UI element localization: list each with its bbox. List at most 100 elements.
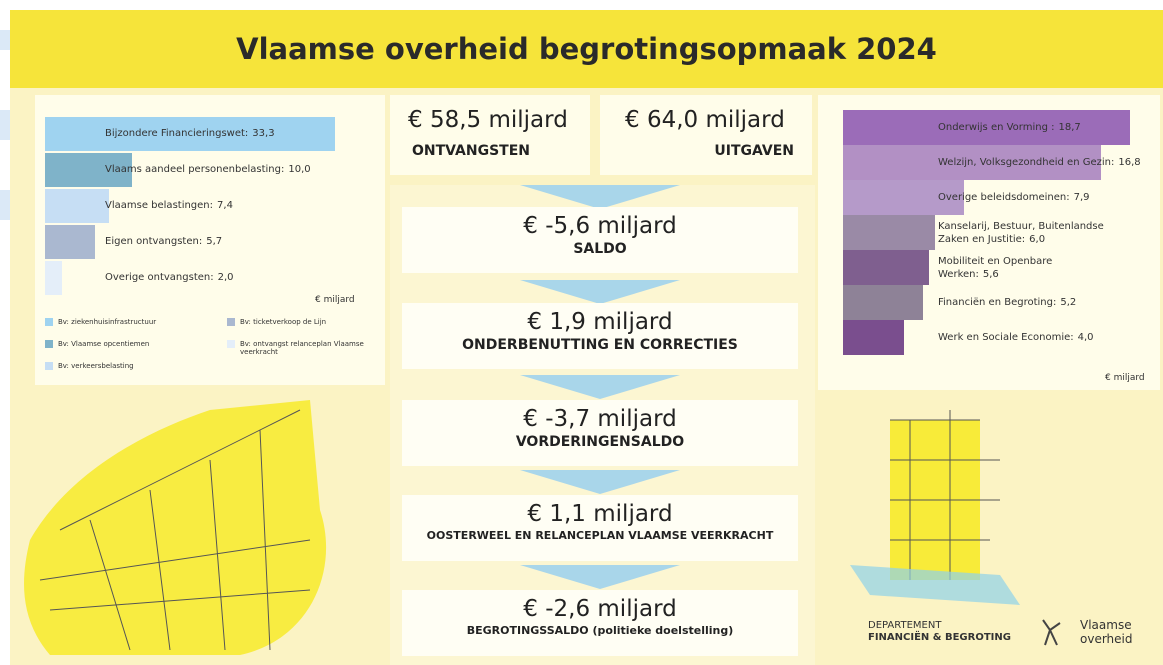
bar-label-text: Vlaamse belastingen: [105, 200, 214, 211]
bar-label: Vlaamse belastingen: 7,4 [105, 189, 233, 223]
flow-box: € -3,7 miljard VORDERINGENSALDO [402, 400, 798, 466]
bar-label-text: Bijzondere Financieringswet: [105, 128, 249, 139]
bar-label: Financiën en Begroting: 5,2 [938, 285, 1113, 320]
bar [843, 145, 1101, 180]
bar-label-text: Overige beleidsdomeinen: [938, 192, 1070, 203]
bar [45, 225, 95, 259]
bar-label: Overige ontvangsten: 2,0 [105, 261, 234, 295]
total-box: € 64,0 miljard UITGAVEN [600, 95, 812, 175]
legend-item: Bv: ziekenhuisinfrastructuur [45, 318, 215, 326]
bar-label-wrap: Onderwijs en Vorming :18,7 [938, 121, 1081, 134]
legend-label: Bv: ziekenhuisinfrastructuur [58, 318, 157, 326]
bar-value: 5,7 [206, 236, 223, 247]
flow-label: ONDERBENUTTING EN CORRECTIES [462, 337, 738, 353]
chevron [520, 565, 680, 589]
chevron [520, 280, 680, 304]
bar-label-wrap: Financiën en Begroting: 5,2 [938, 296, 1076, 309]
department-line: FINANCIËN & BEGROTING [868, 632, 1011, 643]
brand: Vlaamse overheid [1080, 618, 1133, 646]
total-box: € 58,5 miljard ONTVANGSTEN [390, 95, 590, 175]
edge-tab [0, 30, 10, 50]
building-lines [890, 410, 1000, 580]
bar-label-text: Overige ontvangsten: [105, 272, 214, 283]
total-amount: € 64,0 miljard [625, 107, 785, 133]
lion-logo [1042, 619, 1061, 646]
bar-label-text: Eigen ontvangsten: [105, 236, 203, 247]
bar [843, 215, 936, 250]
chevron [520, 185, 680, 209]
legend-label: Bv: ticketverkoop de Lijn [240, 318, 327, 326]
total-label: ONTVANGSTEN [412, 143, 531, 159]
bar-label: Kanselarij, Bestuur, Buitenlandse Zaken … [938, 215, 1113, 250]
bar-label-text: Kanselarij, Bestuur, Buitenlandse Zaken … [938, 220, 1104, 245]
bar [843, 250, 929, 285]
bar-label: Werk en Sociale Economie: 4,0 [938, 320, 1113, 355]
bar-label-wrap: Welzijn, Volksgezondheid en Gezin: 16,8 [938, 156, 1141, 169]
bar [843, 285, 923, 320]
city-blob [24, 400, 327, 655]
bar-label: Vlaams aandeel personenbelasting: 10,0 [105, 153, 311, 187]
flow-amount: € 1,1 miljard [527, 501, 673, 527]
city-lines [39, 409, 311, 651]
flow-amount: € -3,7 miljard [523, 406, 677, 432]
title: Vlaamse overheid begrotingsopmaak 2024 [236, 32, 937, 66]
bar-label-text: Onderwijs en Vorming : [938, 122, 1055, 133]
bar-label-text: Welzijn, Volksgezondheid en Gezin: [938, 157, 1115, 168]
bar-value: 5,2 [1060, 297, 1077, 308]
legend-swatch [45, 362, 53, 370]
bar [843, 110, 1130, 145]
legend-swatch [45, 340, 53, 348]
bar-label: Overige beleidsdomeinen: 7,9 [938, 180, 1113, 215]
bar-label: Bijzondere Financieringswet: 33,3 [105, 117, 275, 151]
total-amount: € 58,5 miljard [408, 107, 568, 133]
bar-value: 6,0 [1029, 233, 1046, 245]
flow-amount: € 1,9 miljard [527, 309, 673, 335]
bar-value: 2,0 [217, 272, 234, 283]
department-line: DEPARTEMENT [868, 620, 942, 631]
flow-amount: € -5,6 miljard [523, 213, 677, 239]
legend-item: Bv: ticketverkoop de Lijn [227, 318, 382, 326]
legend-swatch [227, 340, 235, 348]
bar-label-text: Mobiliteit en Openbare Werken: [938, 255, 1053, 280]
unit-label: € miljard [1105, 373, 1145, 383]
bar-value: 10,0 [288, 164, 311, 175]
brand-line: Vlaamse [1080, 618, 1132, 632]
flow-label: OOSTERWEEL EN RELANCEPLAN VLAAMSE VEERKR… [426, 529, 774, 542]
flow-amount: € -2,6 miljard [523, 596, 677, 622]
flow-box: € -5,6 miljard SALDO [402, 207, 798, 273]
legend-item: Bv: ontvangst relanceplan Vlaamse veerkr… [227, 340, 382, 356]
bar-label: Welzijn, Volksgezondheid en Gezin: 16,8 [938, 145, 1163, 180]
flow-box: € 1,9 miljard ONDERBENUTTING EN CORRECTIE… [402, 303, 798, 369]
bar-label-wrap: Werk en Sociale Economie: 4,0 [938, 331, 1094, 344]
edge-tab [0, 110, 10, 140]
legend-swatch [227, 318, 235, 326]
title-band: Vlaamse overheid begrotingsopmaak 2024 [10, 10, 1163, 88]
bar-value: 7,4 [217, 200, 233, 211]
chevron [520, 375, 680, 399]
flow-box: € 1,1 miljard OOSTERWEEL EN RELANCEPLAN V… [402, 495, 798, 561]
bar [843, 180, 965, 215]
legend-label: Bv: Vlaamse opcentiemen [58, 340, 150, 348]
bar [843, 320, 905, 355]
bar-value: 7,9 [1073, 192, 1090, 203]
unit-label: € miljard [315, 295, 355, 305]
bar-value: 16,8 [1118, 157, 1141, 168]
flow-label: BEGROTINGSSALDO (politieke doelstelling) [466, 624, 734, 637]
bar-label: Eigen ontvangsten: 5,7 [105, 225, 222, 259]
bar-label-wrap: Overige beleidsdomeinen: 7,9 [938, 191, 1090, 204]
chevron [520, 470, 680, 494]
flow-box: € -2,6 miljard BEGROTINGSSALDO (politieke… [402, 590, 798, 656]
department: DEPARTEMENT FINANCIËN & BEGROTING [868, 620, 1011, 644]
flow-label: SALDO [573, 241, 627, 257]
edge-tab [0, 190, 10, 220]
bar-label: Mobiliteit en Openbare Werken: 5,6 [938, 250, 1113, 285]
bar-label-wrap: Mobiliteit en Openbare Werken: 5,6 [938, 255, 1113, 281]
total-label: UITGAVEN [714, 143, 794, 159]
bar-label-text: Financiën en Begroting: [938, 297, 1057, 308]
bar [45, 189, 110, 223]
bar-label-text: Vlaams aandeel personenbelasting: [105, 164, 285, 175]
bar-value: 18,7 [1058, 122, 1081, 133]
brand-line: overheid [1080, 632, 1133, 646]
